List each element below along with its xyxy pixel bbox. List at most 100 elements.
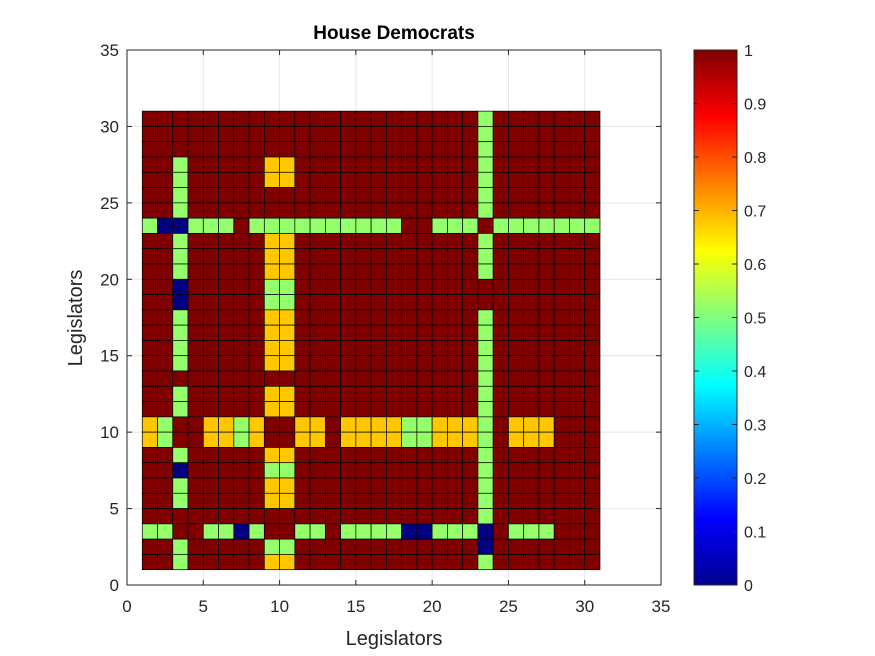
heatmap-cell	[569, 492, 586, 509]
heatmap-cell	[294, 355, 311, 372]
heatmap-cell	[584, 370, 601, 387]
heatmap-cell	[309, 355, 326, 372]
heatmap-cell	[233, 523, 250, 540]
heatmap-cell	[279, 156, 296, 173]
heatmap-cell	[263, 187, 280, 204]
y-tick-label: 10	[100, 423, 119, 442]
heatmap-cell	[141, 340, 158, 357]
heatmap-cell	[309, 248, 326, 265]
heatmap-cell	[248, 187, 265, 204]
heatmap-cell	[508, 355, 525, 372]
heatmap-cell	[157, 523, 174, 540]
heatmap-cell	[324, 538, 341, 555]
heatmap-cell	[416, 187, 433, 204]
heatmap-cell	[355, 294, 372, 311]
heatmap-cell	[324, 294, 341, 311]
heatmap-cell	[477, 385, 494, 402]
colorbar-tick-label: 0.4	[744, 364, 766, 381]
heatmap-cell	[233, 110, 250, 127]
heatmap-cell	[279, 538, 296, 555]
heatmap-cell	[233, 126, 250, 143]
heatmap-cell	[508, 447, 525, 464]
heatmap-cell	[279, 355, 296, 372]
heatmap-cell	[248, 217, 265, 234]
heatmap-cell	[553, 171, 570, 188]
heatmap-cell	[386, 508, 402, 525]
heatmap-cell	[492, 431, 509, 448]
heatmap-cell	[538, 340, 555, 357]
heatmap-cell	[279, 202, 296, 219]
heatmap-cell	[157, 477, 174, 494]
heatmap-cell	[584, 431, 601, 448]
heatmap-cell	[309, 309, 326, 326]
heatmap-cell	[233, 492, 250, 509]
heatmap-cell	[584, 447, 601, 464]
heatmap-cell	[340, 355, 357, 372]
heatmap-cell	[370, 324, 387, 341]
chart-title: House Democrats	[313, 23, 475, 44]
heatmap-cell	[492, 233, 509, 250]
heatmap-cell	[141, 462, 158, 479]
heatmap-cell	[218, 538, 235, 555]
heatmap-cell	[553, 492, 570, 509]
heatmap-cell	[523, 401, 540, 418]
heatmap-cell	[431, 477, 448, 494]
heatmap-cell	[187, 370, 204, 387]
heatmap-cell	[401, 202, 418, 219]
heatmap-cell	[218, 370, 235, 387]
heatmap-cell	[233, 156, 250, 173]
heatmap-cell	[401, 294, 418, 311]
heatmap-cell	[447, 171, 464, 188]
heatmap-cell	[309, 340, 326, 357]
heatmap-cell	[309, 324, 326, 341]
heatmap-cell	[569, 462, 586, 479]
heatmap-cell	[172, 309, 189, 326]
heatmap-cell	[462, 233, 479, 250]
heatmap-cell	[157, 171, 174, 188]
heatmap-cell	[340, 538, 357, 555]
heatmap-cell	[584, 477, 601, 494]
heatmap-cell	[401, 248, 418, 265]
heatmap-cell	[202, 523, 219, 540]
heatmap-cell	[569, 248, 586, 265]
heatmap-cell	[248, 156, 265, 173]
heatmap-cell	[263, 508, 280, 525]
heatmap-cell	[355, 248, 372, 265]
heatmap-cell	[447, 187, 464, 204]
heatmap-cell	[538, 294, 555, 311]
heatmap-cell	[584, 248, 601, 265]
heatmap-cell	[569, 340, 586, 357]
heatmap-cell	[324, 278, 341, 295]
heatmap-cell	[523, 355, 540, 372]
heatmap-cell	[202, 156, 219, 173]
heatmap-cell	[553, 416, 570, 433]
heatmap-cell	[401, 278, 418, 295]
heatmap-cell	[187, 126, 204, 143]
heatmap-cell	[370, 248, 387, 265]
heatmap-cell	[401, 447, 418, 464]
heatmap-cell	[202, 431, 219, 448]
heatmap-cell	[569, 416, 586, 433]
heatmap-cell	[584, 294, 601, 311]
heatmap-cell	[172, 233, 189, 250]
heatmap-cell	[553, 110, 570, 127]
heatmap-cell	[477, 401, 494, 418]
heatmap-cell	[355, 431, 372, 448]
heatmap-cell	[538, 523, 555, 540]
heatmap-cell	[462, 477, 479, 494]
heatmap-cell	[157, 324, 174, 341]
heatmap-cell	[248, 523, 265, 540]
heatmap-cell	[447, 416, 464, 433]
heatmap-cell	[462, 385, 479, 402]
heatmap-cell	[401, 431, 418, 448]
heatmap-cell	[141, 171, 158, 188]
heatmap-cell	[141, 492, 158, 509]
heatmap-cell	[233, 416, 250, 433]
heatmap-cell	[584, 416, 601, 433]
heatmap-cell	[386, 370, 402, 387]
heatmap-cell	[538, 202, 555, 219]
heatmap-cell	[553, 355, 570, 372]
heatmap-cell	[202, 248, 219, 265]
heatmap-cell	[309, 462, 326, 479]
heatmap-cell	[462, 492, 479, 509]
